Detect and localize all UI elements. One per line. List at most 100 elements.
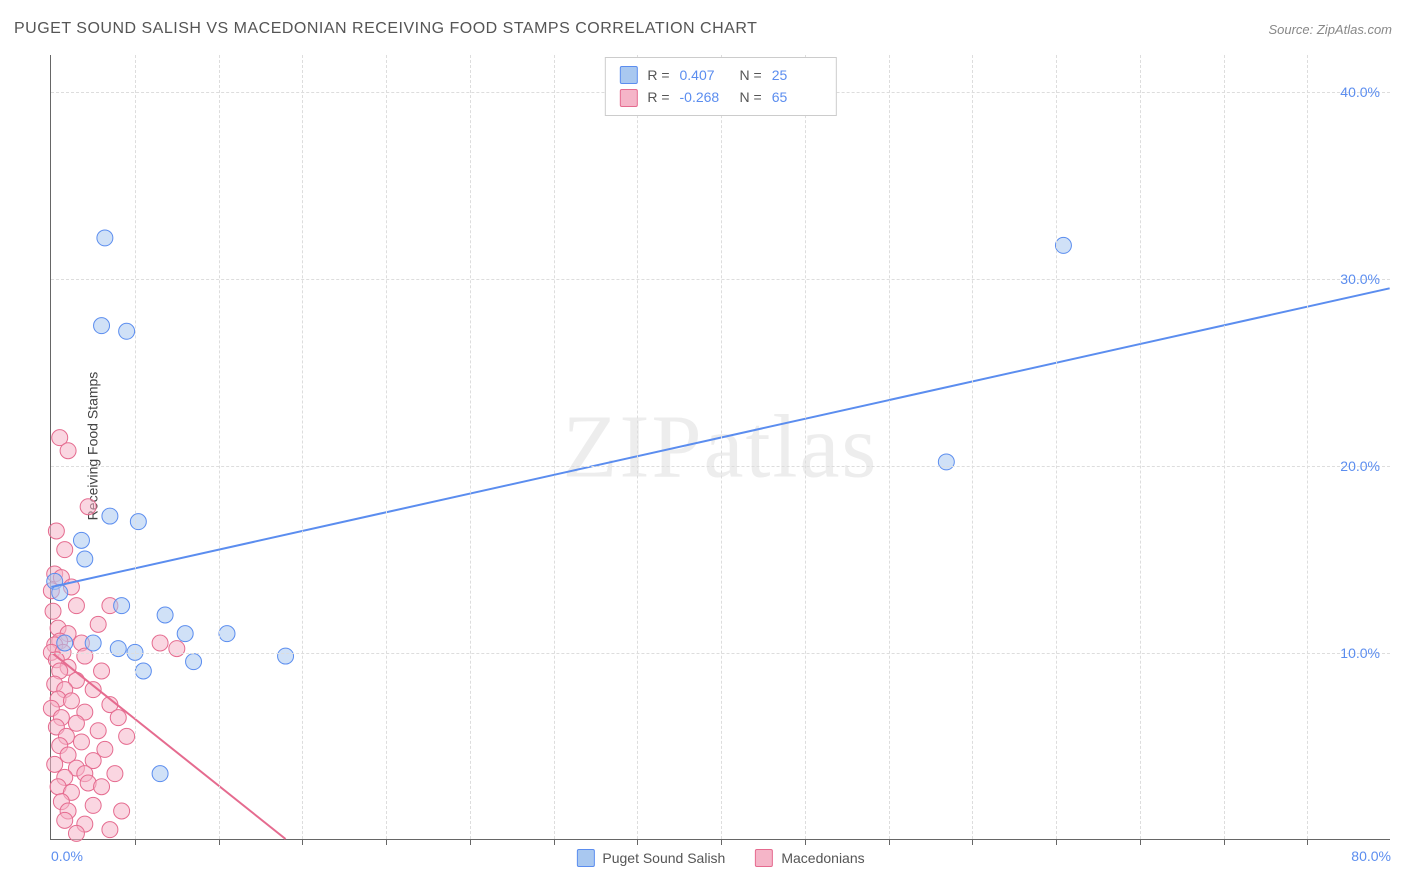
data-point: [186, 654, 202, 670]
data-point: [97, 230, 113, 246]
x-tick: [805, 839, 806, 845]
source-label: Source: ZipAtlas.com: [1268, 22, 1392, 37]
legend-row-macedonian: R = -0.268 N = 65: [619, 86, 821, 108]
n-label: N =: [740, 64, 762, 86]
data-point: [48, 523, 64, 539]
r-value-macedonian: -0.268: [680, 86, 730, 108]
chart-title: PUGET SOUND SALISH VS MACEDONIAN RECEIVI…: [14, 20, 757, 38]
gridline-v: [972, 55, 973, 839]
data-point: [152, 766, 168, 782]
data-point: [80, 499, 96, 515]
data-point: [47, 756, 63, 772]
data-point: [152, 635, 168, 651]
x-tick: [1224, 839, 1225, 845]
data-point: [68, 598, 84, 614]
data-point: [130, 514, 146, 530]
data-point: [1055, 237, 1071, 253]
n-label: N =: [740, 86, 762, 108]
swatch-salish-icon: [576, 849, 594, 867]
legend-item-macedonian: Macedonians: [755, 849, 864, 867]
swatch-salish-icon: [619, 66, 637, 84]
ytick-label: 30.0%: [1340, 271, 1380, 287]
series-legend: Puget Sound Salish Macedonians: [576, 849, 864, 867]
x-tick: [302, 839, 303, 845]
data-point: [68, 825, 84, 841]
x-tick: [889, 839, 890, 845]
gridline-v: [1224, 55, 1225, 839]
data-point: [119, 728, 135, 744]
data-point: [110, 710, 126, 726]
xtick-label: 0.0%: [51, 848, 83, 864]
gridline-v: [386, 55, 387, 839]
data-point: [73, 734, 89, 750]
data-point: [73, 532, 89, 548]
ytick-label: 10.0%: [1340, 645, 1380, 661]
x-tick: [721, 839, 722, 845]
data-point: [63, 693, 79, 709]
x-tick: [637, 839, 638, 845]
data-point: [157, 607, 173, 623]
x-tick: [470, 839, 471, 845]
xtick-label: 80.0%: [1351, 848, 1391, 864]
gridline-v: [889, 55, 890, 839]
x-tick: [554, 839, 555, 845]
ytick-label: 20.0%: [1340, 458, 1380, 474]
data-point: [278, 648, 294, 664]
r-label: R =: [647, 86, 669, 108]
data-point: [90, 723, 106, 739]
gridline-v: [1307, 55, 1308, 839]
x-tick: [386, 839, 387, 845]
data-point: [85, 635, 101, 651]
data-point: [114, 598, 130, 614]
legend-item-salish: Puget Sound Salish: [576, 849, 725, 867]
x-tick: [219, 839, 220, 845]
data-point: [177, 626, 193, 642]
data-point: [57, 542, 73, 558]
data-point: [57, 635, 73, 651]
data-point: [77, 551, 93, 567]
gridline-v: [1056, 55, 1057, 839]
x-tick: [1056, 839, 1057, 845]
series-label-macedonian: Macedonians: [781, 850, 864, 866]
data-point: [119, 323, 135, 339]
data-point: [94, 663, 110, 679]
series-label-salish: Puget Sound Salish: [602, 850, 725, 866]
data-point: [60, 443, 76, 459]
gridline-v: [470, 55, 471, 839]
data-point: [94, 318, 110, 334]
r-label: R =: [647, 64, 669, 86]
ytick-label: 40.0%: [1340, 84, 1380, 100]
data-point: [107, 766, 123, 782]
gridline-v: [1140, 55, 1141, 839]
data-point: [135, 663, 151, 679]
data-point: [45, 603, 61, 619]
data-point: [219, 626, 235, 642]
gridline-v: [721, 55, 722, 839]
data-point: [102, 822, 118, 838]
legend-row-salish: R = 0.407 N = 25: [619, 64, 821, 86]
data-point: [169, 641, 185, 657]
r-value-salish: 0.407: [680, 64, 730, 86]
data-point: [57, 812, 73, 828]
x-tick: [1307, 839, 1308, 845]
gridline-v: [637, 55, 638, 839]
gridline-v: [554, 55, 555, 839]
swatch-macedonian-icon: [755, 849, 773, 867]
x-tick: [972, 839, 973, 845]
data-point: [94, 779, 110, 795]
n-value-salish: 25: [772, 64, 822, 86]
n-value-macedonian: 65: [772, 86, 822, 108]
swatch-macedonian-icon: [619, 89, 637, 107]
x-tick: [135, 839, 136, 845]
correlation-legend: R = 0.407 N = 25 R = -0.268 N = 65: [604, 57, 836, 116]
data-point: [90, 616, 106, 632]
x-tick: [1140, 839, 1141, 845]
data-point: [110, 641, 126, 657]
data-point: [85, 797, 101, 813]
data-point: [938, 454, 954, 470]
gridline-v: [302, 55, 303, 839]
gridline-v: [805, 55, 806, 839]
data-point: [68, 715, 84, 731]
data-point: [114, 803, 130, 819]
gridline-v: [135, 55, 136, 839]
